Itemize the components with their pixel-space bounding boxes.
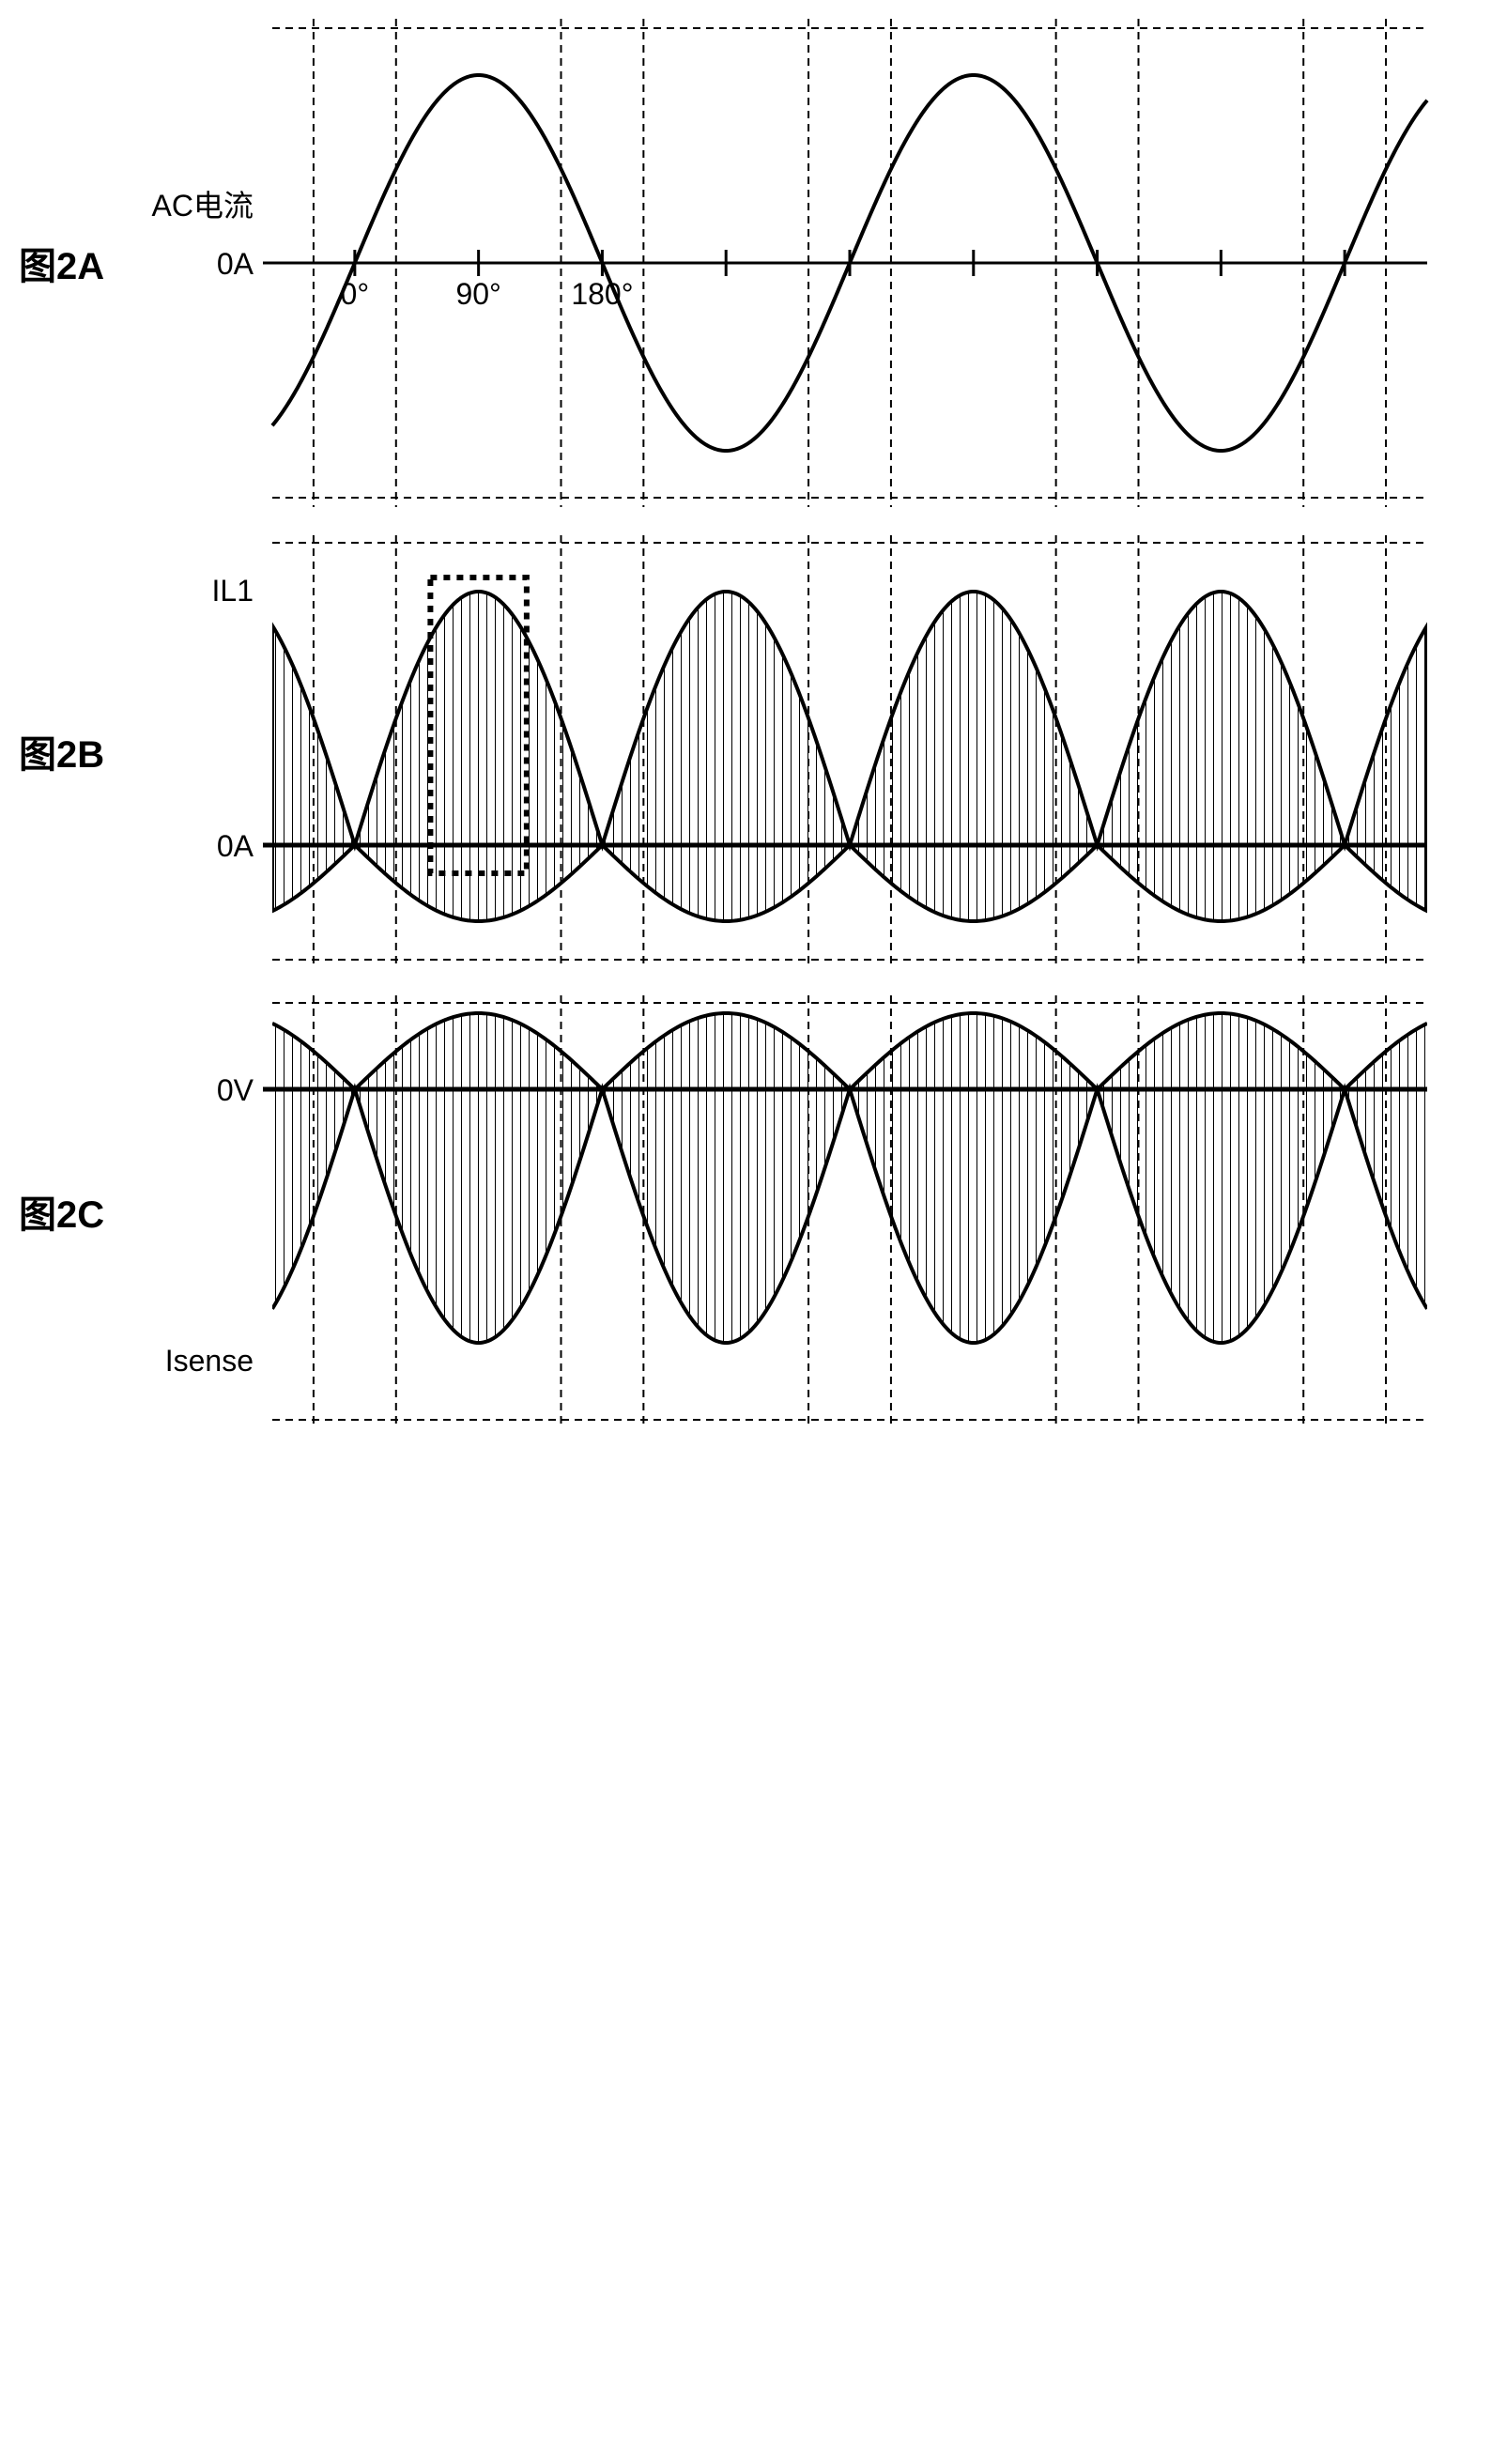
panel-c-svg: 0V Isense bbox=[131, 995, 1446, 1427]
panel-b-svg: IL1 0A bbox=[131, 535, 1446, 967]
svg-text:Isense: Isense bbox=[165, 1344, 254, 1378]
svg-text:AC电流: AC电流 bbox=[152, 189, 254, 223]
svg-text:IL1: IL1 bbox=[212, 574, 254, 608]
svg-text:90°: 90° bbox=[455, 277, 500, 311]
svg-text:0A: 0A bbox=[217, 247, 254, 281]
panel-a-svg: 0° 90° 180° AC电流 0A bbox=[131, 19, 1446, 507]
panel-b-chart: IL1 0A bbox=[131, 535, 1488, 967]
panel-c-chart: 0V Isense bbox=[131, 995, 1488, 1427]
panel-c-label: 图2C bbox=[19, 1184, 131, 1239]
panel-b-label: 图2B bbox=[19, 724, 131, 778]
panel-a-chart: 0° 90° 180° AC电流 0A bbox=[131, 19, 1488, 507]
panel-b: 图2B IL1 0A bbox=[19, 535, 1488, 967]
svg-text:0A: 0A bbox=[217, 829, 254, 863]
svg-text:0V: 0V bbox=[217, 1073, 254, 1107]
svg-text:0°: 0° bbox=[341, 277, 370, 311]
container: 图2A 0° 90° 180° AC电流 0A 图2B IL1 0A 图2C 0V Isen… bbox=[19, 19, 1488, 1427]
panel-c: 图2C 0V Isense bbox=[19, 995, 1488, 1427]
panel-a: 图2A 0° 90° 180° AC电流 0A bbox=[19, 19, 1488, 507]
svg-text:180°: 180° bbox=[571, 277, 633, 311]
panel-a-label: 图2A bbox=[19, 236, 131, 290]
